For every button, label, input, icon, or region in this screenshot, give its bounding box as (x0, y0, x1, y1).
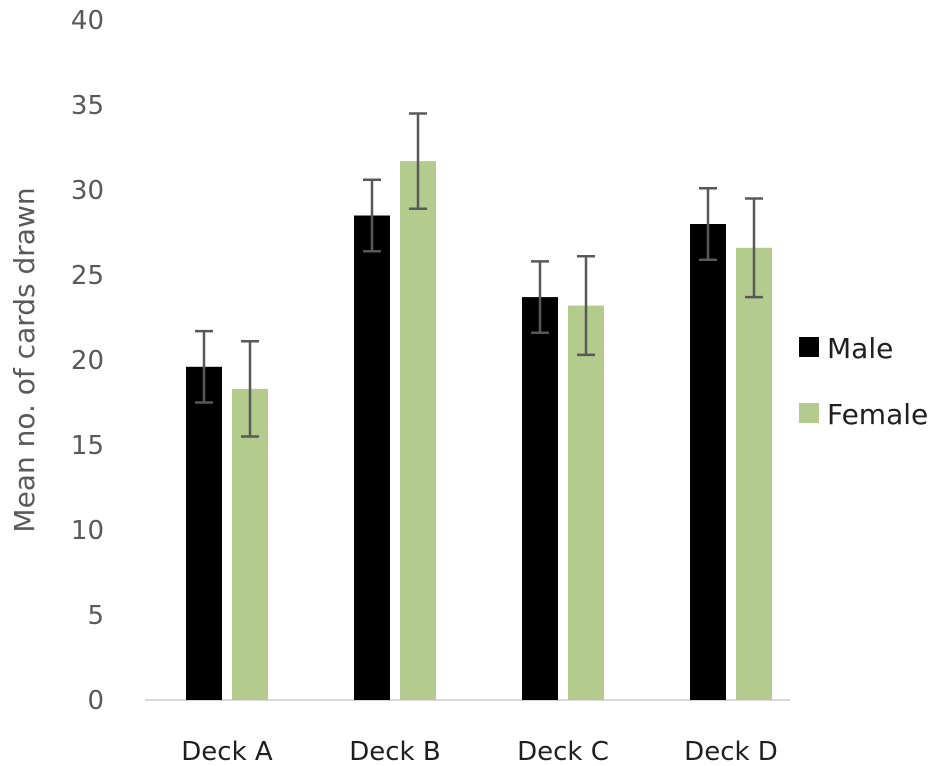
error-bar-male-deck-a (195, 329, 213, 404)
bar-male-deck-a (186, 366, 222, 700)
bar-male-deck-c (522, 297, 558, 700)
legend-label-female: Female (827, 398, 928, 431)
error-bar-female-deck-d (745, 197, 763, 299)
y-tick-label: 0 (87, 686, 104, 716)
error-bars (195, 112, 763, 438)
y-tick-label: 40 (71, 6, 104, 36)
error-bar-female-deck-c (577, 255, 595, 357)
y-tick-label: 25 (71, 261, 104, 291)
bar-female-deck-d (736, 247, 772, 701)
legend-swatch-female (799, 403, 819, 423)
error-bar-male-deck-b (363, 178, 381, 253)
legend: Male Female (799, 332, 928, 431)
error-bar-female-deck-a (241, 340, 259, 438)
x-axis-labels: Deck A Deck B Deck C Deck D (181, 737, 778, 766)
y-tick-label: 30 (71, 176, 104, 206)
bar-male-deck-d (690, 224, 726, 700)
legend-label-male: Male (827, 332, 893, 365)
y-axis-ticks: 0 5 10 15 20 25 30 35 40 (71, 6, 104, 716)
bar-female-deck-c (568, 305, 604, 700)
bar-male-deck-b (354, 215, 390, 700)
y-axis-title: Mean no. of cards drawn (8, 187, 41, 532)
x-tick-label: Deck A (181, 737, 273, 766)
bar-marks (186, 161, 772, 701)
y-tick-label: 20 (71, 346, 104, 376)
bar-female-deck-a (232, 388, 268, 700)
x-tick-label: Deck C (517, 737, 609, 766)
error-bar-male-deck-d (699, 187, 717, 261)
bar-female-deck-b (400, 161, 436, 701)
error-bar-male-deck-c (531, 260, 549, 335)
y-tick-label: 5 (87, 601, 104, 631)
y-tick-label: 10 (71, 516, 104, 546)
y-tick-label: 15 (71, 431, 104, 461)
error-bar-female-deck-b (409, 112, 427, 210)
x-tick-label: Deck D (684, 737, 778, 766)
legend-swatch-male (799, 337, 819, 357)
x-tick-label: Deck B (349, 737, 440, 766)
y-tick-label: 35 (71, 91, 104, 121)
